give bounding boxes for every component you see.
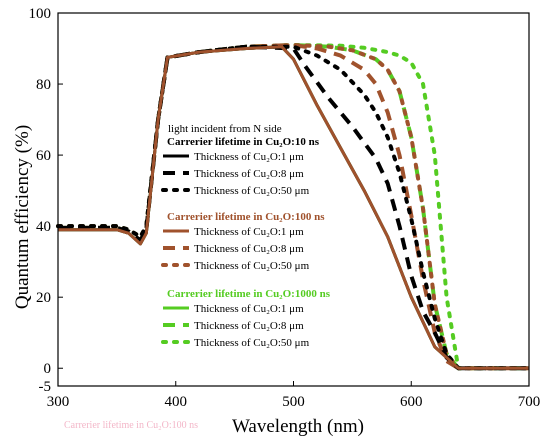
y-tick-label: 60 — [36, 148, 51, 164]
y-tick-label: 40 — [36, 219, 51, 235]
legend-entry-label: Thickness of Cu₂O:8 μm — [194, 168, 304, 180]
legend-group-title: Carrerier lifetime in Cu₂O:100 ns — [167, 211, 325, 223]
legend-entry-label: Thickness of Cu₂O:50 μm — [194, 260, 310, 272]
legend-entry-label: Thickness of Cu₂O:50 μm — [194, 337, 310, 349]
y-tick-label: 0 — [44, 361, 52, 377]
axes: 300 400 500 600 700 -5 0 20 40 60 80 100 — [29, 6, 541, 410]
y-axis-title: Quantum efficiency (%) — [12, 125, 33, 309]
legend-entry-label: Thickness of Cu₂O:1 μm — [194, 151, 304, 163]
y-tick-label: -5 — [39, 379, 52, 395]
y-tick-label: 100 — [29, 6, 52, 22]
x-tick-label: 400 — [165, 394, 188, 410]
x-tick-label: 600 — [400, 394, 423, 410]
legend-entry-label: Thickness of Cu₂O:50 μm — [194, 185, 310, 197]
legend-entry-label: Thickness of Cu₂O:1 μm — [194, 303, 304, 315]
series-layer — [56, 43, 531, 371]
faded-label: Carrerier lifetime in Cu₂O:100 ns — [64, 420, 198, 431]
legend-entry-label: Thickness of Cu₂O:8 μm — [194, 243, 304, 255]
legend-group-title: Carrerier lifetime in Cu₂O:10 ns — [167, 136, 320, 148]
x-tick-label: 500 — [282, 394, 305, 410]
series-line-5 — [56, 44, 531, 371]
series-line-8 — [58, 45, 529, 370]
x-axis-title: Wavelength (nm) — [232, 416, 364, 437]
series-line-6 — [58, 44, 529, 371]
legend-group-title: Carrerier lifetime in Cu₂O:1000 ns — [167, 288, 331, 300]
legend-entry-label: Thickness of Cu₂O:8 μm — [194, 320, 304, 332]
series-line-4 — [58, 43, 529, 371]
x-tick-label: 700 — [518, 394, 541, 410]
y-tick-label: 20 — [36, 290, 51, 306]
x-tick-label: 300 — [47, 394, 70, 410]
legend-note: light incident from N side — [168, 123, 282, 135]
y-tick-label: 80 — [36, 77, 51, 93]
legend-entry-label: Thickness of Cu₂O:1 μm — [194, 226, 304, 238]
